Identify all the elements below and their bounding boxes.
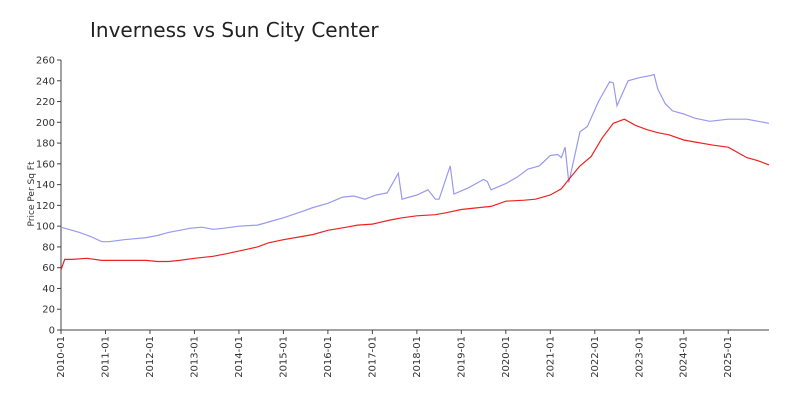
y-tick-label: 140 bbox=[36, 180, 55, 191]
axes: 0 20 40 60 80 100 120 140 160 180 200 220 240 260 2010… bbox=[36, 56, 769, 378]
x-tick-label: 2012-01 bbox=[145, 336, 156, 378]
x-tick-label: 2025-01 bbox=[723, 336, 734, 378]
x-tick-label: 2015-01 bbox=[278, 336, 289, 378]
y-tick-label: 260 bbox=[36, 56, 55, 67]
y-tick-label: 80 bbox=[42, 242, 55, 253]
x-tick-label: 2016-01 bbox=[323, 336, 334, 378]
x-tick-label: 2021-01 bbox=[545, 336, 556, 378]
y-tick-label: 120 bbox=[36, 201, 55, 212]
x-tick-label: 2022-01 bbox=[590, 336, 601, 378]
y-tick-label: 180 bbox=[36, 139, 55, 150]
y-tick-label: 160 bbox=[36, 159, 55, 170]
y-tick-label: 40 bbox=[42, 284, 55, 295]
x-tick-label: 2014-01 bbox=[234, 336, 245, 378]
chart-title: Inverness vs Sun City Center bbox=[90, 18, 379, 42]
x-tick-label: 2023-01 bbox=[634, 336, 645, 378]
x-tick-label: 2013-01 bbox=[189, 336, 200, 378]
y-axis-title: Price Per Sq Ft bbox=[27, 161, 37, 226]
y-tick-label: 60 bbox=[42, 263, 55, 274]
x-tick-label: 2010-01 bbox=[56, 336, 67, 378]
series-layer bbox=[60, 73, 770, 271]
y-tick-label: 220 bbox=[36, 97, 55, 108]
x-tick-label: 2017-01 bbox=[367, 336, 378, 378]
y-tick-label: 100 bbox=[36, 222, 55, 233]
series-line-1 bbox=[60, 73, 770, 243]
x-tick-label: 2019-01 bbox=[456, 336, 467, 378]
y-tick-label: 0 bbox=[49, 326, 55, 337]
y-tick-label: 200 bbox=[36, 118, 55, 129]
series-line-2 bbox=[60, 118, 770, 271]
x-tick-label: 2011-01 bbox=[100, 336, 111, 378]
x-tick-label: 2018-01 bbox=[412, 336, 423, 378]
x-tick-label: 2024-01 bbox=[679, 336, 690, 378]
y-tick-label: 20 bbox=[42, 305, 55, 316]
y-tick-label: 240 bbox=[36, 76, 55, 87]
x-tick-label: 2020-01 bbox=[501, 336, 512, 378]
